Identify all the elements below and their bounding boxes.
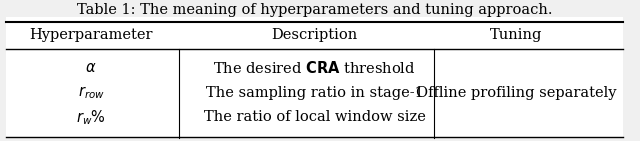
Text: The desired $\mathbf{CRA}$ threshold: The desired $\mathbf{CRA}$ threshold [213,60,416,76]
Text: The sampling ratio in stage-1: The sampling ratio in stage-1 [205,86,424,100]
Text: Description: Description [271,27,358,42]
Text: $r_w\%$: $r_w\%$ [76,108,106,127]
Text: $\alpha$: $\alpha$ [86,61,97,75]
Text: Hyperparameter: Hyperparameter [29,27,153,42]
Text: Table 1: The meaning of hyperparameters and tuning approach.: Table 1: The meaning of hyperparameters … [77,3,552,17]
Text: Tuning: Tuning [490,27,542,42]
Text: The ratio of local window size: The ratio of local window size [204,110,426,124]
Text: $r_{row}$: $r_{row}$ [78,84,105,101]
FancyBboxPatch shape [6,17,623,138]
Text: Offline profiling separately: Offline profiling separately [415,86,616,100]
